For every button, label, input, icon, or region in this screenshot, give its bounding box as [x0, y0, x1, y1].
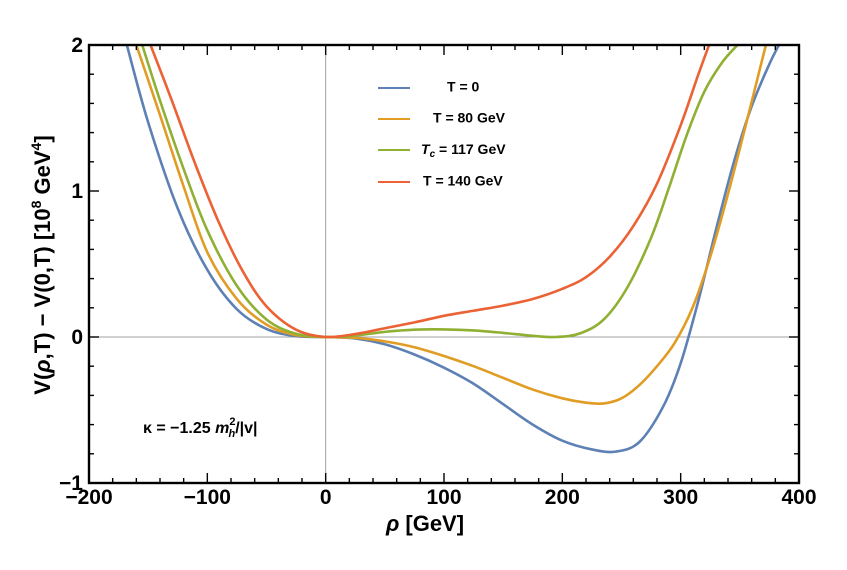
x-axis-title-unit: [GeV]	[399, 511, 464, 536]
legend-label-t0: T = 0	[447, 79, 480, 95]
series-line-3	[149, 45, 711, 339]
tick-label-layer: −200 −100 0 100 200 300 400 −1 0 1 2	[59, 34, 816, 509]
legend-label-tc: Tc = 117 GeV	[421, 141, 506, 160]
kappa-annotation: κ = −1.25 m2 h/|v|	[143, 416, 257, 440]
series-line-1	[135, 45, 768, 406]
y-axis-title-exp4: 4	[28, 142, 44, 150]
legend-label-t140: T = 140 GeV	[423, 173, 503, 189]
x-axis-title: ρ [GeV]	[385, 511, 464, 536]
series-line-2	[141, 45, 739, 339]
y-axis-title-part-c: ,T) − V(0,T) [10	[30, 208, 55, 359]
x-tick-label: 0	[320, 486, 332, 509]
x-axis-title-symbol: ρ	[385, 511, 399, 536]
kappa-annotation-m: m	[215, 420, 229, 437]
y-tick-label: 1	[71, 180, 83, 203]
series-line-0	[125, 45, 781, 454]
x-tick-label: −100	[184, 486, 231, 509]
legend-label-tc-sub: c	[430, 149, 436, 160]
legend-label-t80: T = 80 GeV	[433, 110, 506, 126]
x-tick-label: −200	[65, 486, 112, 509]
kappa-annotation-post: /|v|	[235, 420, 257, 437]
legend: T = 0 T = 80 GeV Tc = 117 GeV T = 140 Ge…	[378, 79, 506, 189]
kappa-annotation-sup: 2	[229, 416, 235, 428]
plot-frame	[87, 43, 801, 485]
y-axis-title-gev: GeV	[30, 150, 55, 200]
y-axis-title-exp8: 8	[28, 200, 44, 208]
x-tick-label: 200	[545, 486, 580, 509]
y-axis-title-part-a: V(	[30, 372, 55, 395]
x-tick-label: 100	[426, 486, 461, 509]
kappa-annotation-sub: h	[228, 428, 235, 440]
y-axis-title-rho: ρ	[30, 359, 55, 373]
y-axis-title-close: ]	[30, 135, 55, 142]
legend-label-tc-rest: = 117 GeV	[435, 141, 506, 157]
kappa-annotation-main: κ = −1.25	[143, 420, 215, 437]
legend-label-tc-T: T	[421, 141, 431, 157]
x-tick-label: 400	[781, 486, 816, 509]
y-tick-label: 2	[71, 34, 83, 57]
y-axis-title: V(ρ,T) − V(0,T) [108 GeV4]	[28, 135, 55, 394]
series-layer	[125, 45, 781, 454]
y-tick-label: 0	[71, 326, 83, 349]
x-tick-label: 300	[663, 486, 698, 509]
y-tick-label: −1	[59, 472, 83, 495]
